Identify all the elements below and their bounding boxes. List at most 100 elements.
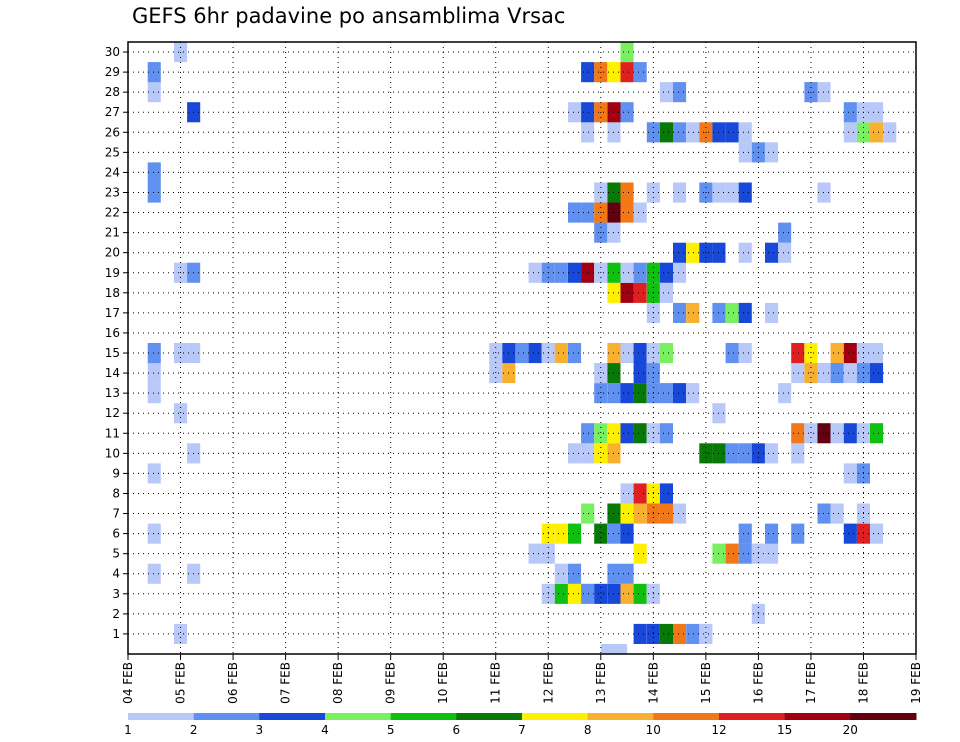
heatmap-cell: [581, 122, 595, 143]
heatmap-cell: [594, 443, 608, 464]
heatmap-cell: [554, 523, 568, 544]
heatmap-cell: [633, 202, 647, 223]
heatmap-cell: [673, 122, 687, 143]
heatmap-cell: [870, 122, 884, 143]
heatmap-cell: [843, 463, 857, 484]
heatmap-cell: [633, 62, 647, 83]
heatmap-cell: [725, 302, 739, 323]
x-tick-label: 17 FEB: [804, 662, 818, 704]
y-tick-label: 14: [105, 366, 120, 380]
legend-label: 20: [843, 723, 858, 737]
heatmap-cell: [804, 363, 818, 384]
heatmap-cell: [568, 202, 582, 223]
y-tick-label: 25: [105, 145, 120, 159]
heatmap-cell: [568, 443, 582, 464]
heatmap-cell: [765, 523, 779, 544]
heatmap-cell: [738, 122, 752, 143]
heatmap-cell: [620, 102, 634, 123]
legend-label: 5: [387, 723, 395, 737]
heatmap-cell: [686, 242, 700, 263]
heatmap-cell: [817, 503, 831, 524]
heatmap-cell: [659, 282, 673, 303]
heatmap-cell: [686, 302, 700, 323]
heatmap-cell: [633, 343, 647, 364]
heatmap-cell: [817, 423, 831, 444]
heatmap-cell: [633, 262, 647, 283]
y-tick-label: 20: [105, 246, 120, 260]
x-tick-label: 12 FEB: [541, 662, 555, 704]
heatmap-cell: [699, 443, 713, 464]
heatmap-cell: [765, 142, 779, 163]
y-tick-label: 10: [105, 446, 120, 460]
y-tick-label: 12: [105, 406, 120, 420]
heatmap-cell: [633, 623, 647, 644]
legend-label: 6: [452, 723, 460, 737]
heatmap-cell: [581, 503, 595, 524]
heatmap-cell: [673, 302, 687, 323]
heatmap-cell: [147, 463, 161, 484]
heatmap-cell: [633, 483, 647, 504]
y-tick-label: 9: [112, 466, 120, 480]
heatmap-cell: [725, 122, 739, 143]
heatmap-cell: [581, 202, 595, 223]
heatmap-cells: [147, 42, 897, 654]
heatmap-cell: [778, 242, 792, 263]
x-tick-label: 10 FEB: [436, 662, 450, 704]
heatmap-cell: [581, 62, 595, 83]
heatmap-cell: [147, 182, 161, 203]
heatmap-cell: [620, 182, 634, 203]
heatmap-cell: [633, 543, 647, 564]
legend-swatch: [456, 713, 523, 720]
heatmap-cell: [594, 523, 608, 544]
y-tick-label: 8: [112, 486, 120, 500]
heatmap-cell: [686, 122, 700, 143]
axes: 1234567891011121314151617181920212223242…: [105, 41, 923, 704]
y-tick-label: 21: [105, 226, 120, 240]
heatmap-cell: [870, 523, 884, 544]
heatmap-cell: [581, 583, 595, 604]
y-tick-label: 27: [105, 105, 120, 119]
heatmap-cell: [554, 343, 568, 364]
heatmap-cell: [738, 543, 752, 564]
x-tick-label: 14 FEB: [646, 662, 660, 704]
heatmap-cell: [554, 262, 568, 283]
heatmap-cell: [594, 363, 608, 384]
heatmap-cell: [147, 343, 161, 364]
heatmap-cell: [633, 583, 647, 604]
heatmap-cell: [870, 343, 884, 364]
heatmap-cell: [147, 82, 161, 103]
heatmap-cell: [620, 383, 634, 404]
legend-label: 2: [190, 723, 198, 737]
heatmap-cell: [620, 583, 634, 604]
heatmap-cell: [620, 262, 634, 283]
x-tick-label: 09 FEB: [384, 662, 398, 704]
heatmap-cell: [568, 343, 582, 364]
plot-frame: [127, 41, 917, 655]
heatmap-cell: [673, 503, 687, 524]
heatmap-cell: [725, 543, 739, 564]
heatmap-cell: [738, 523, 752, 544]
heatmap-cell: [147, 363, 161, 384]
heatmap-cell: [147, 383, 161, 404]
heatmap-cell: [633, 503, 647, 524]
y-tick-label: 7: [112, 507, 120, 521]
heatmap-cell: [659, 483, 673, 504]
heatmap-cell: [620, 343, 634, 364]
heatmap-cell: [778, 222, 792, 243]
heatmap-cell: [843, 102, 857, 123]
y-tick-label: 29: [105, 65, 120, 79]
heatmap-cell: [528, 343, 542, 364]
heatmap-cell: [147, 162, 161, 183]
heatmap-cell: [817, 363, 831, 384]
heatmap-cell: [581, 443, 595, 464]
legend-swatch: [587, 713, 654, 720]
heatmap-cell: [830, 363, 844, 384]
heatmap-cell: [765, 302, 779, 323]
heatmap-cell: [620, 42, 634, 63]
heatmap-cell: [817, 82, 831, 103]
heatmap-cell: [699, 623, 713, 644]
heatmap-cell: [843, 423, 857, 444]
heatmap-cell: [620, 563, 634, 584]
heatmap-cell: [174, 403, 188, 424]
